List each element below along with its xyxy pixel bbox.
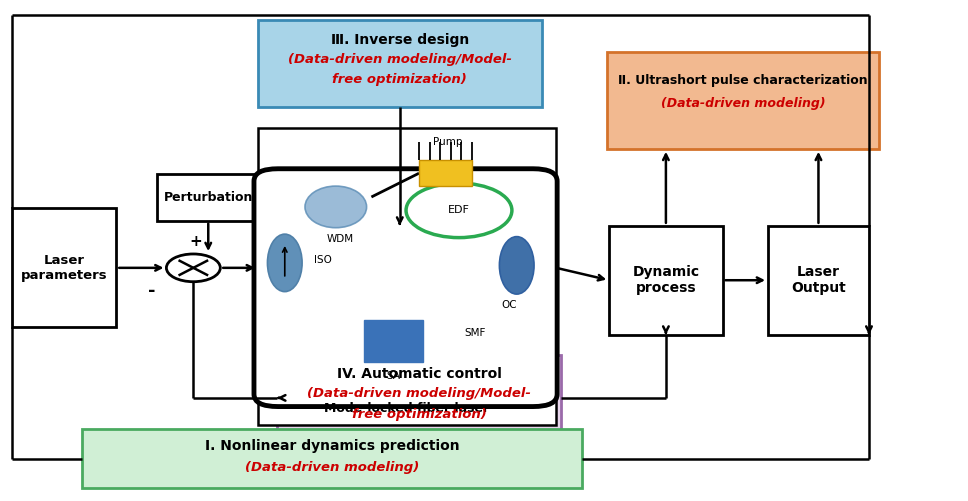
FancyBboxPatch shape [607, 52, 879, 149]
Ellipse shape [267, 234, 302, 292]
Text: (Data-driven modeling/Model-: (Data-driven modeling/Model- [307, 387, 531, 400]
Text: ISO: ISO [314, 256, 331, 266]
Text: Perturbation: Perturbation [164, 191, 253, 204]
Text: SMF: SMF [465, 328, 486, 338]
Text: IV. Automatic control: IV. Automatic control [337, 367, 501, 381]
Text: Dynamic
process: Dynamic process [632, 265, 700, 295]
Text: SA: SA [386, 371, 401, 381]
Text: WDM: WDM [327, 234, 354, 244]
FancyBboxPatch shape [277, 355, 561, 441]
Text: (Data-driven modeling/Model-: (Data-driven modeling/Model- [287, 53, 512, 66]
FancyBboxPatch shape [81, 429, 582, 488]
Text: free optimization): free optimization) [332, 73, 468, 86]
Text: Ⅱ. Ultrashort pulse characterization: Ⅱ. Ultrashort pulse characterization [619, 74, 867, 87]
FancyBboxPatch shape [13, 208, 116, 327]
Text: Pump: Pump [433, 137, 462, 147]
FancyBboxPatch shape [609, 226, 723, 335]
FancyBboxPatch shape [157, 174, 259, 221]
Ellipse shape [499, 236, 534, 294]
Text: Laser
Output: Laser Output [791, 265, 846, 295]
Text: Ⅲ. Inverse design: Ⅲ. Inverse design [331, 33, 469, 47]
Text: OC: OC [501, 300, 517, 310]
Ellipse shape [406, 183, 512, 237]
Text: EDF: EDF [448, 205, 469, 215]
Text: (Data-driven modeling): (Data-driven modeling) [660, 97, 825, 110]
Text: Ⅰ. Nonlinear dynamics prediction: Ⅰ. Nonlinear dynamics prediction [204, 439, 459, 453]
FancyBboxPatch shape [257, 20, 542, 107]
FancyBboxPatch shape [768, 226, 869, 335]
Text: -: - [148, 282, 156, 300]
Text: Laser
parameters: Laser parameters [21, 254, 107, 282]
FancyBboxPatch shape [364, 320, 423, 362]
Text: free optimization): free optimization) [351, 408, 486, 421]
FancyBboxPatch shape [257, 128, 557, 425]
Text: Mode-locked fiber laser: Mode-locked fiber laser [324, 402, 490, 415]
Text: +: + [189, 234, 201, 249]
Text: (Data-driven modeling): (Data-driven modeling) [245, 461, 419, 474]
FancyBboxPatch shape [254, 169, 558, 407]
Ellipse shape [305, 186, 367, 228]
FancyBboxPatch shape [419, 160, 472, 186]
